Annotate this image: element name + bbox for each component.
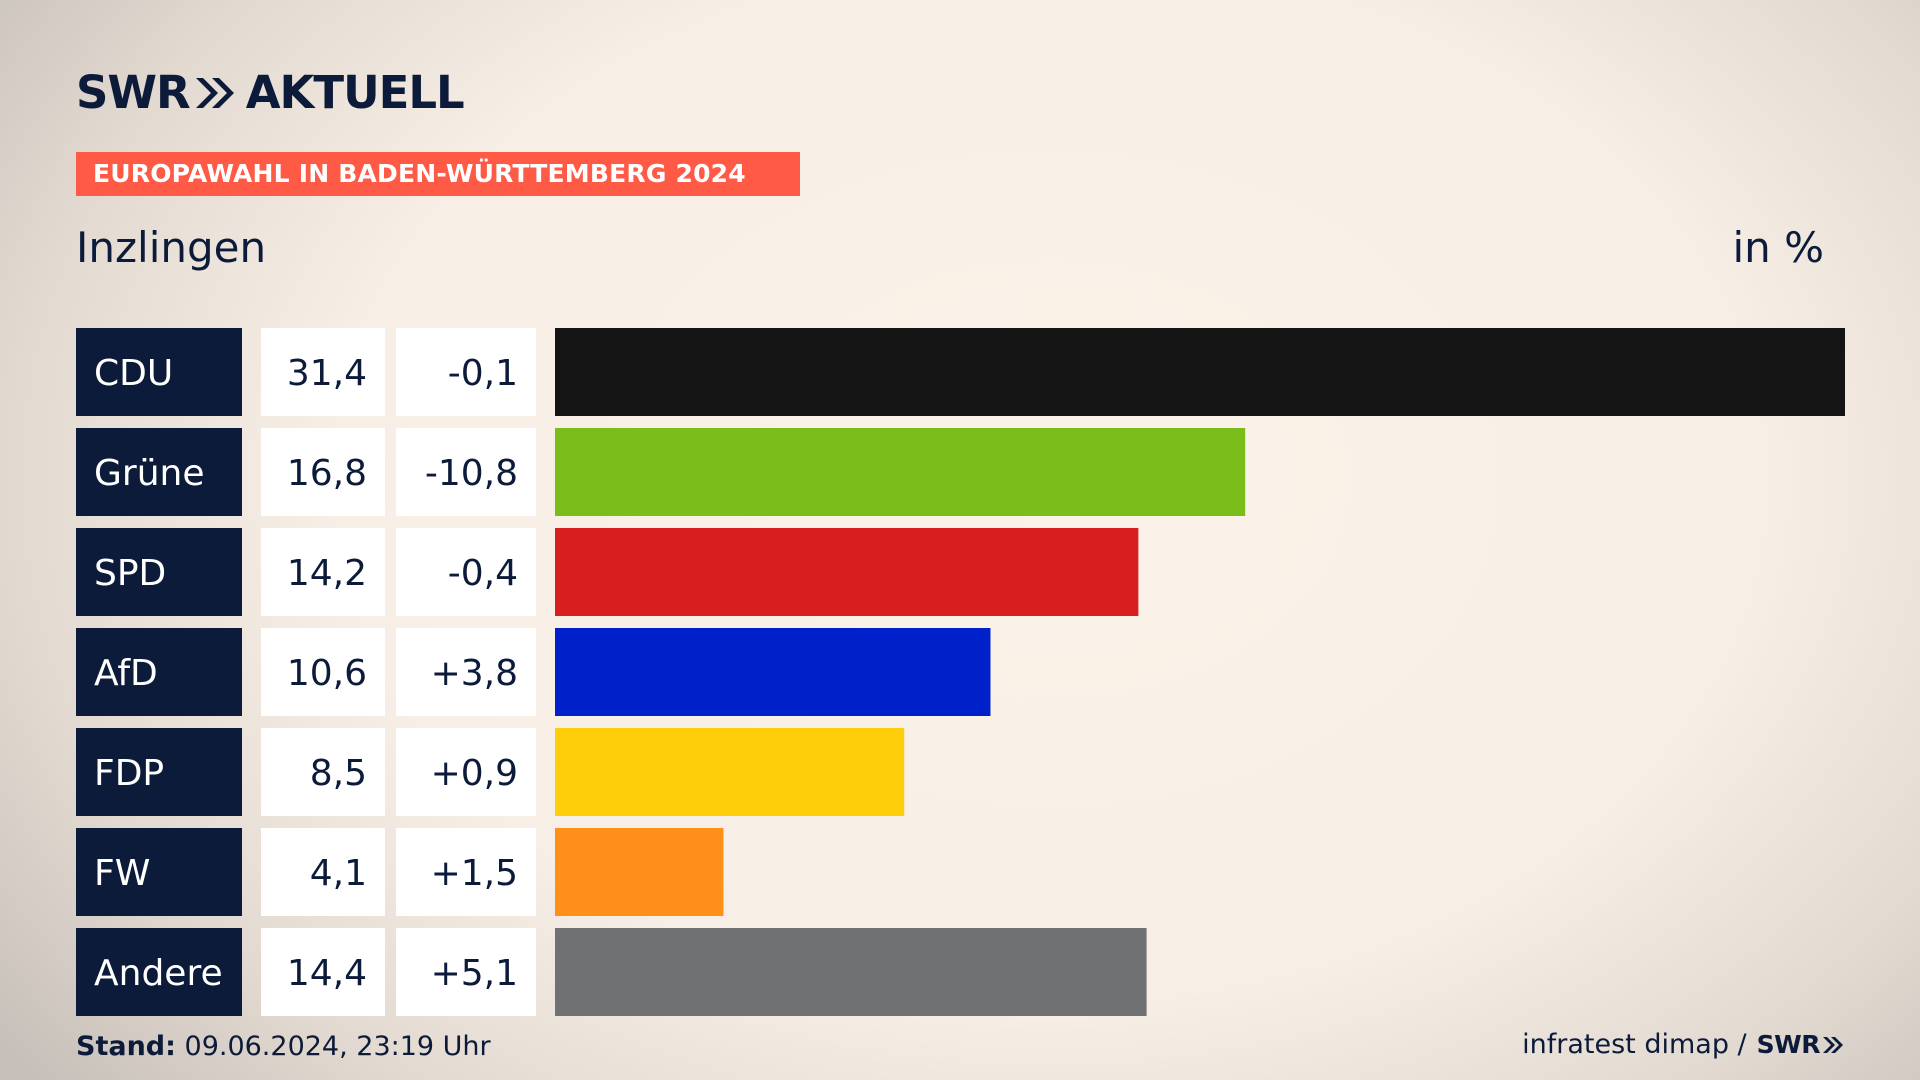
party-label: SPD (94, 553, 166, 594)
change-box (396, 528, 536, 616)
change-box (396, 428, 536, 516)
result-bar (555, 828, 724, 916)
result-bar (555, 328, 1845, 416)
change-box (396, 628, 536, 716)
result-bar (555, 528, 1139, 616)
party-box (76, 828, 242, 916)
stand-value: 09.06.2024, 23:19 Uhr (184, 1031, 491, 1062)
party-label: CDU (94, 353, 173, 394)
change-label: +5,1 (431, 953, 518, 994)
change-label: +1,5 (431, 853, 518, 894)
change-box (396, 728, 536, 816)
value-box (261, 628, 385, 716)
value-label: 31,4 (287, 353, 367, 394)
result-bar (555, 928, 1147, 1016)
change-box (396, 928, 536, 1016)
change-label: -0,1 (448, 353, 518, 394)
place-title: Inzlingen (76, 223, 267, 272)
value-box (261, 928, 385, 1016)
value-label: 14,4 (287, 953, 367, 994)
value-label: 10,6 (287, 653, 367, 694)
value-box (261, 528, 385, 616)
party-box (76, 328, 242, 416)
logo-aktuell-text: AKTUELL (245, 66, 465, 119)
footer-swr-logo: SWR (1756, 1030, 1821, 1059)
party-box (76, 528, 242, 616)
result-bar (555, 628, 991, 716)
party-box (76, 628, 242, 716)
party-label: Andere (94, 953, 223, 994)
value-label: 8,5 (310, 753, 367, 794)
unit-label: in % (1732, 223, 1824, 272)
value-box (261, 828, 385, 916)
swr-aktuell-logo: SWR AKTUELL (76, 66, 465, 120)
party-box (76, 728, 242, 816)
change-label: +3,8 (431, 653, 518, 694)
change-label: -10,8 (425, 453, 518, 494)
timestamp: Stand: 09.06.2024, 23:19 Uhr (76, 1030, 491, 1064)
logo-swr-text: SWR (76, 66, 191, 119)
party-box (76, 928, 242, 1016)
party-box (76, 428, 242, 516)
result-bar (555, 428, 1246, 516)
stand-label: Stand: (76, 1031, 176, 1062)
change-label: -0,4 (448, 553, 518, 594)
source-credit: infratest dimap / SWR (1522, 1028, 1844, 1062)
party-label: Grüne (94, 453, 204, 494)
party-label: FW (94, 853, 150, 894)
value-box (261, 328, 385, 416)
party-label: AfD (94, 653, 158, 694)
value-label: 16,8 (287, 453, 367, 494)
party-label: FDP (94, 753, 164, 794)
result-bar (555, 728, 905, 816)
source-text: infratest dimap / (1522, 1029, 1747, 1060)
footer-chevron-icon (1823, 1037, 1843, 1053)
value-box (261, 728, 385, 816)
change-box (396, 828, 536, 916)
value-label: 4,1 (310, 853, 367, 894)
change-box (396, 328, 536, 416)
change-label: +0,9 (431, 753, 518, 794)
value-box (261, 428, 385, 516)
double-chevron-icon (195, 78, 234, 108)
election-banner: EUROPAWAHL IN BADEN-WÜRTTEMBERG 2024 (76, 152, 800, 196)
value-label: 14,2 (287, 553, 367, 594)
